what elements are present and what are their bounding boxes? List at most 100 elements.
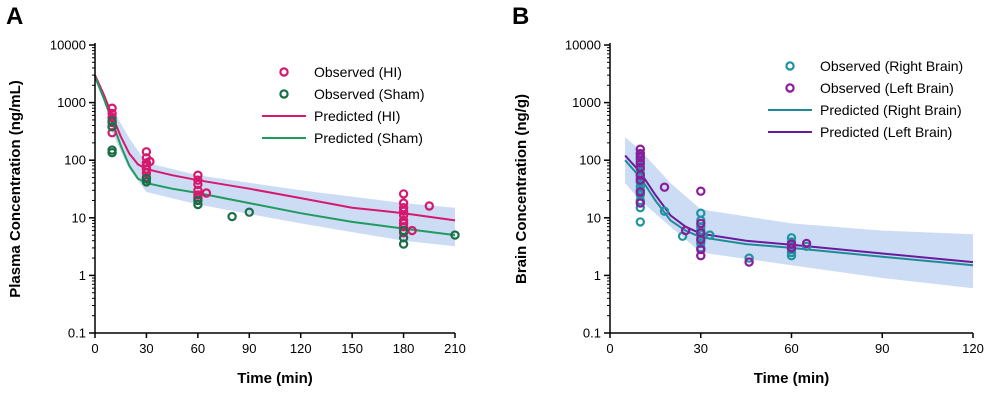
x-tick-label: 90 [242, 341, 256, 356]
y-tick-label: 1 [79, 268, 86, 283]
observed-point [193, 199, 203, 210]
observed-point [635, 187, 646, 197]
panel-letter: B [512, 3, 529, 30]
observed-point [193, 179, 203, 190]
legend-label: Predicted (HI) [314, 108, 400, 124]
observed-point [407, 225, 417, 236]
predicted-line [624, 159, 974, 267]
x-tick-label: 150 [341, 341, 363, 356]
x-tick-label: 0 [91, 341, 98, 356]
observed-point [786, 247, 797, 258]
observed-point [786, 243, 797, 253]
observed-point [635, 217, 646, 227]
x-tick-label: 0 [606, 341, 613, 356]
observed-point [193, 170, 203, 180]
observed-point [201, 188, 212, 198]
observed-point [107, 112, 117, 123]
observed-point [680, 225, 691, 236]
legend-label: Observed (Right Brain) [820, 58, 963, 74]
y-tick-label: 10 [587, 210, 601, 225]
observed-point [801, 238, 812, 249]
observed-point [141, 177, 152, 187]
prediction-interval-band [112, 108, 455, 247]
y-tick-label: 1 [594, 268, 601, 283]
legend: Observed (Right Brain) Observed (Left Bra… [768, 58, 963, 140]
observed-point [107, 122, 117, 132]
x-tick-label: 30 [139, 341, 153, 356]
observed-point [141, 164, 152, 174]
observed-point [398, 189, 409, 199]
observed-point [398, 239, 409, 249]
y-tick-label: 1000 [572, 95, 601, 110]
observed-point [635, 148, 646, 159]
observed-point [635, 144, 646, 154]
legend-label: Predicted (Right Brain) [820, 102, 962, 118]
legend: Observed (HI) Observed (Sham) Predicted (H… [262, 64, 424, 146]
observed-point [141, 147, 152, 157]
observed-point [424, 201, 434, 211]
observed-point [659, 182, 670, 192]
observed-point [227, 211, 237, 222]
legend-label: Observed (HI) [314, 64, 402, 80]
panel-b: B 0 30 60 90 120 0.1 1 10 100 1000 10000 Time (min) B… [512, 3, 984, 387]
observed-point [635, 158, 646, 168]
predicted-line [624, 154, 974, 264]
observed-point [107, 116, 117, 126]
x-axis-title: Time (min) [237, 370, 313, 387]
x-tick-label: 210 [444, 341, 466, 356]
observed-point [145, 156, 155, 167]
y-tick-label: 100 [579, 153, 601, 168]
observed-point [635, 202, 646, 213]
observed-point [635, 175, 646, 185]
y-tick-label: 10 [72, 210, 86, 225]
observed-point [659, 206, 670, 216]
observed-point [635, 170, 646, 180]
observed-point [450, 230, 460, 240]
legend-label: Observed (Left Brain) [820, 80, 954, 96]
observed-point [696, 234, 706, 245]
x-tick-label: 120 [962, 341, 984, 356]
observed-point [786, 239, 797, 249]
x-tick-label: 30 [694, 341, 708, 356]
observed-point [635, 198, 646, 208]
x-tick-label: 90 [875, 341, 889, 356]
observed-point [244, 207, 254, 217]
y-axis-title: Plasma Concentration (ng/mL) [7, 80, 24, 298]
y-axis-title: Brain Concentration (ng/g) [513, 94, 530, 284]
x-tick-label: 120 [290, 341, 312, 356]
observed-point [696, 186, 706, 196]
observed-point [193, 190, 203, 200]
y-tick-label: 0.1 [68, 326, 86, 341]
observed-point [141, 168, 152, 178]
observed-point [705, 230, 715, 240]
observed-point [107, 147, 117, 158]
observed-point [744, 257, 754, 267]
observed-point [398, 206, 409, 216]
observed-point [635, 153, 646, 163]
observed-point [193, 175, 203, 185]
legend-marker [785, 83, 795, 93]
legend-label: Observed (Sham) [314, 86, 424, 102]
observed-point [141, 173, 152, 184]
legend-marker [279, 67, 289, 77]
observed-point [107, 103, 117, 113]
legend-marker [785, 61, 795, 71]
observed-point [193, 195, 203, 206]
legend-label: Predicted (Sham) [314, 130, 423, 146]
observed-point [107, 127, 117, 138]
legend-marker [279, 89, 289, 99]
observed-point [696, 250, 706, 261]
y-tick-label: 100 [64, 153, 86, 168]
observed-point [744, 253, 754, 263]
x-axis-title: Time (min) [754, 370, 830, 387]
y-tick-label: 10000 [565, 38, 601, 53]
observed-point [696, 218, 706, 229]
prediction-interval-band [625, 137, 973, 289]
panel-letter: A [6, 3, 23, 30]
y-tick-label: 0.1 [583, 326, 601, 341]
legend-label: Predicted (Left Brain) [820, 124, 952, 140]
panel-a: A 0 30 60 90 120 150 180 210 0.1 1 10 100 1000 10000 Ti… [6, 3, 466, 387]
x-tick-label: 60 [784, 341, 798, 356]
y-tick-label: 10000 [50, 38, 86, 53]
